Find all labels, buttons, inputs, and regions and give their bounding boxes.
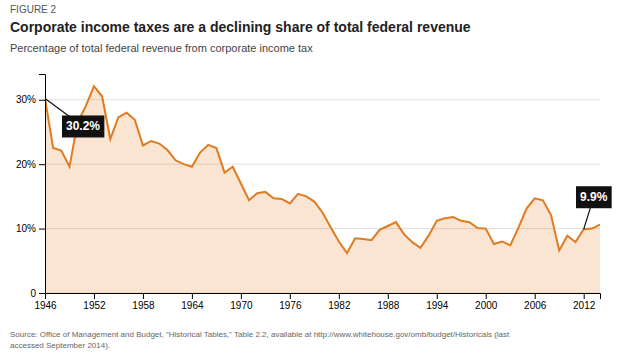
y-tick: 0 bbox=[30, 288, 45, 299]
x-tick: 1976 bbox=[279, 293, 302, 311]
annotations: 30.2% 9.9% bbox=[45, 98, 612, 229]
y-tick-mark bbox=[39, 293, 45, 294]
grid-line bbox=[45, 99, 600, 100]
x-tick-label: 1964 bbox=[181, 300, 204, 311]
annotation: 9.9% bbox=[576, 186, 612, 229]
x-tick: 1970 bbox=[230, 293, 253, 311]
x-tick-label: 2000 bbox=[475, 300, 498, 311]
x-tick-mark bbox=[437, 293, 438, 299]
x-tick: 1946 bbox=[34, 293, 57, 311]
y-tick-label: 20% bbox=[16, 159, 36, 170]
x-axis-line bbox=[46, 294, 601, 300]
source-line: accessed September 2014). bbox=[10, 341, 110, 350]
chart: FIGURE 2 Corporate income taxes are a dec… bbox=[0, 0, 620, 359]
x-tick-label: 1976 bbox=[279, 300, 302, 311]
x-tick-label: 1946 bbox=[34, 300, 57, 311]
x-tick: 1952 bbox=[83, 293, 106, 311]
x-tick-label: 1982 bbox=[328, 300, 351, 311]
plot: 1946 1952 1958 1964 1970 1976 1982 1988 1994 2000… bbox=[16, 75, 612, 312]
x-tick: 1964 bbox=[181, 293, 204, 311]
annotation: 30.2% bbox=[45, 98, 104, 137]
x-tick-mark bbox=[143, 293, 144, 299]
x-tick-mark bbox=[339, 293, 340, 299]
y-tick-label: 30% bbox=[16, 94, 36, 105]
annotation-box bbox=[576, 186, 612, 208]
annotation-label: 9.9% bbox=[580, 190, 608, 204]
area bbox=[45, 86, 600, 293]
source-line: Source: Office of Management and Budget,… bbox=[10, 330, 510, 339]
x-tick-label: 2012 bbox=[573, 300, 596, 311]
x-tick-label: 1970 bbox=[230, 300, 253, 311]
subtitle: Percentage of total federal revenue from… bbox=[10, 42, 313, 54]
x-tick-label: 1994 bbox=[426, 300, 449, 311]
y-tick: 30% bbox=[16, 94, 45, 105]
x-tick-label: 2006 bbox=[524, 300, 547, 311]
x-tick-mark bbox=[290, 293, 291, 299]
y-tick-mark bbox=[39, 164, 45, 165]
x-tick: 1994 bbox=[426, 293, 449, 311]
x-tick-label: 1952 bbox=[83, 300, 106, 311]
x-tick-mark bbox=[584, 293, 585, 299]
source: Source: Office of Management and Budget,… bbox=[10, 330, 510, 350]
y-tick-mark bbox=[39, 229, 45, 230]
x-tick-mark bbox=[388, 293, 389, 299]
y-tick: 20% bbox=[16, 159, 45, 170]
figure-label: FIGURE 2 bbox=[10, 4, 57, 15]
annotation-label: 30.2% bbox=[66, 119, 100, 133]
y-tick-label: 0 bbox=[30, 288, 36, 299]
marks bbox=[45, 86, 600, 293]
title: Corporate income taxes are a declining s… bbox=[10, 19, 471, 35]
x-tick-mark bbox=[535, 293, 536, 299]
x-tick-mark bbox=[241, 293, 242, 299]
x-tick: 1988 bbox=[377, 293, 400, 311]
y-tick: 10% bbox=[16, 223, 45, 234]
x-tick: 1958 bbox=[132, 293, 155, 311]
x-tick: 2000 bbox=[475, 293, 498, 311]
x-tick-mark bbox=[192, 293, 193, 299]
y-tick-label: 10% bbox=[16, 223, 36, 234]
x-tick-mark bbox=[486, 293, 487, 299]
x-tick-mark bbox=[94, 293, 95, 299]
x-tick-label: 1988 bbox=[377, 300, 400, 311]
x-tick: 2012 bbox=[573, 293, 596, 311]
annotation-box bbox=[62, 115, 104, 137]
x-tick-label: 1958 bbox=[132, 300, 155, 311]
y-axis: 0 10% 20% 30% bbox=[16, 75, 46, 299]
line bbox=[45, 86, 600, 253]
y-axis-line bbox=[39, 75, 46, 294]
x-tick: 2006 bbox=[524, 293, 547, 311]
y-tick-mark bbox=[39, 100, 45, 101]
x-tick: 1982 bbox=[328, 293, 351, 311]
x-axis: 1946 1952 1958 1964 1970 1976 1982 1988 1994 2000… bbox=[34, 293, 600, 311]
